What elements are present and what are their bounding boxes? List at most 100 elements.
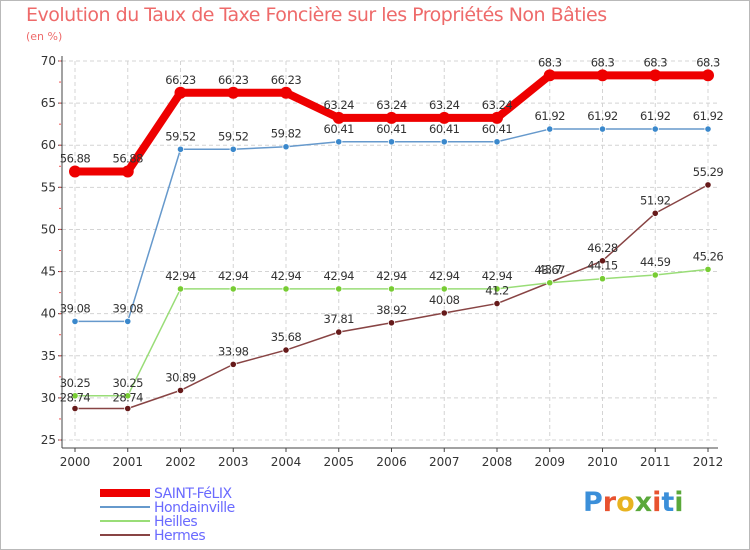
- data-point: [176, 145, 185, 153]
- data-label: 60.41: [482, 122, 513, 136]
- data-point: [651, 125, 659, 133]
- data-label: 66.23: [271, 73, 302, 87]
- x-tick-label: 2010: [587, 455, 618, 469]
- data-point: [546, 125, 554, 133]
- y-tick-label: 55: [41, 180, 56, 194]
- y-tick-label: 70: [41, 54, 56, 68]
- data-point: [493, 285, 501, 293]
- data-point: [387, 138, 396, 146]
- data-point: [69, 165, 81, 178]
- data-label: 45.26: [693, 249, 724, 263]
- data-point: [282, 346, 290, 354]
- data-label: 42.94: [429, 269, 460, 283]
- data-point: [598, 275, 607, 283]
- data-label: 39.08: [60, 301, 91, 315]
- data-point: [493, 299, 501, 308]
- x-tick-label: 2002: [165, 455, 196, 469]
- proxiti-logo: Proxiti: [583, 487, 684, 518]
- data-point: [71, 404, 79, 413]
- data-label: 43.7: [538, 263, 562, 277]
- data-label: 39.08: [113, 301, 144, 315]
- data-label: 60.41: [429, 122, 460, 136]
- y-tick-label: 65: [41, 96, 56, 110]
- data-point: [438, 111, 451, 124]
- data-label: 51.92: [640, 193, 671, 207]
- data-label: 35.68: [271, 330, 302, 344]
- x-tick-label: 2004: [271, 455, 302, 469]
- data-label: 30.25: [60, 376, 91, 390]
- data-point: [649, 69, 662, 82]
- data-label: 63.24: [429, 98, 460, 112]
- data-label: 61.92: [587, 109, 618, 123]
- legend-label-3: Hermes: [154, 528, 205, 544]
- data-point: [176, 386, 185, 394]
- data-point: [651, 209, 659, 217]
- grid: [62, 60, 718, 441]
- logo-letter: P: [583, 487, 603, 518]
- data-point: [702, 69, 714, 82]
- x-tick-label: 2008: [482, 455, 513, 469]
- logo-letter: o: [616, 487, 635, 518]
- x-tick-label: 2007: [429, 455, 460, 469]
- x-tick-label: 2009: [534, 455, 565, 469]
- legend-label-1: Hondainville: [154, 500, 235, 516]
- axes: 25 30 35 40 45 50 55 60 65 70 2000 2001 2002 2003 2004…: [41, 54, 724, 469]
- data-label: 46.28: [587, 241, 618, 255]
- data-point: [335, 328, 343, 336]
- data-label: 63.24: [482, 98, 513, 112]
- data-label: 41.2: [485, 284, 509, 298]
- data-label: 61.92: [693, 109, 724, 123]
- unit-label: (en %): [26, 30, 63, 43]
- data-point: [282, 143, 290, 151]
- data-point: [385, 111, 398, 124]
- data-point: [174, 86, 187, 99]
- legend-label-2: Heilles: [154, 514, 197, 530]
- data-point: [651, 271, 659, 279]
- x-tick-label: 2001: [112, 455, 143, 469]
- data-label: 33.98: [218, 344, 249, 358]
- data-point: [546, 279, 554, 287]
- data-point: [335, 138, 343, 146]
- data-label: 42.94: [218, 269, 249, 283]
- y-tick-label: 25: [41, 433, 56, 447]
- data-label: 63.24: [376, 98, 407, 112]
- data-point: [335, 285, 343, 293]
- y-tick-label: 30: [41, 391, 56, 405]
- data-label: 42.94: [376, 269, 407, 283]
- data-point: [704, 125, 712, 133]
- data-label: 40.08: [429, 293, 460, 307]
- data-label: 59.52: [165, 129, 196, 143]
- series-lines: [69, 69, 714, 413]
- data-label: 56.88: [113, 151, 144, 165]
- data-label: 43.67: [535, 263, 566, 277]
- y-tick-label: 35: [41, 349, 56, 363]
- logo-letter: t: [661, 487, 675, 518]
- logo-letter: x: [634, 487, 653, 518]
- data-label: 30.89: [165, 370, 196, 384]
- data-point: [332, 111, 345, 124]
- data-label: 37.81: [324, 312, 355, 326]
- data-point: [124, 392, 132, 400]
- data-point: [598, 125, 607, 133]
- data-point: [124, 404, 132, 413]
- data-point: [440, 138, 448, 146]
- y-tick-label: 50: [41, 222, 56, 236]
- data-point: [387, 285, 396, 293]
- logo-letter: i: [652, 487, 662, 518]
- data-label: 38.92: [376, 303, 407, 317]
- data-point: [493, 138, 501, 146]
- data-label: 28.74: [60, 391, 91, 405]
- data-label: 68.3: [643, 55, 667, 69]
- data-point: [704, 265, 712, 273]
- data-label: 68.3: [591, 55, 615, 69]
- legend-label-0: SAINT-FéLIX: [154, 486, 232, 502]
- x-tick-label: 2003: [218, 455, 249, 469]
- data-point: [71, 392, 79, 400]
- data-label: 30.25: [113, 376, 144, 390]
- data-label: 42.94: [324, 269, 355, 283]
- data-label: 44.59: [640, 255, 671, 269]
- data-label: 66.23: [218, 73, 249, 87]
